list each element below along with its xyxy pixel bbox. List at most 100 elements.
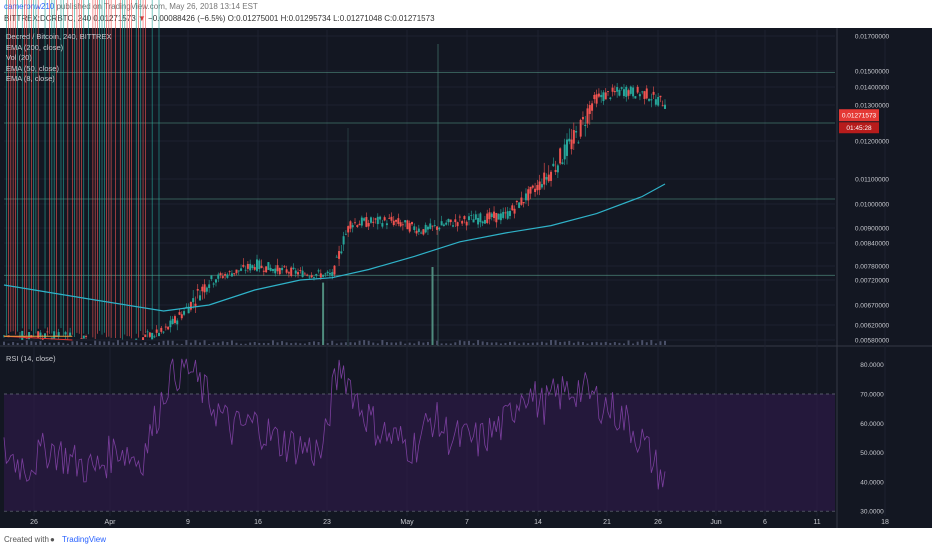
volume-bar [244, 343, 247, 345]
candle-body [645, 88, 648, 99]
candle-body [625, 86, 628, 97]
legend-item-vol[interactable]: Vol (20) [6, 53, 32, 62]
volume-bar [258, 342, 261, 345]
candle-body [445, 222, 448, 225]
candle-body [41, 338, 44, 340]
candle-body [169, 320, 172, 328]
volume-bar [349, 342, 352, 345]
candle-body [308, 276, 311, 278]
legend-item-ema50[interactable]: EMA (50, close) [6, 63, 59, 73]
candle-body [540, 184, 543, 188]
volume-bar [568, 340, 571, 345]
volume-bar [390, 342, 393, 345]
date-tick-11: 6 [763, 519, 767, 526]
candle-body [401, 224, 404, 226]
candle-body [604, 92, 607, 100]
candle-body [251, 265, 254, 269]
candle-body [383, 217, 386, 221]
legend-item-ema200[interactable]: EMA (200, close) [6, 42, 64, 52]
volume-bar [659, 341, 662, 345]
volume-bar [340, 342, 343, 345]
chart-header: cameronw210 published on TradingView.com… [0, 0, 932, 28]
volume-bar [80, 342, 83, 345]
ema-line-0 [3, 183, 666, 312]
candle-body [25, 337, 28, 339]
candle-body [643, 91, 646, 99]
price-tick-3: 0.01300000 [855, 103, 890, 110]
volume-bar [354, 342, 357, 345]
candle-body [212, 283, 215, 285]
candle-body [249, 263, 252, 271]
volume-bar [595, 341, 598, 345]
date-tick-3: 16 [254, 519, 262, 526]
candle-body [228, 271, 231, 273]
candle-body [479, 213, 482, 223]
candle-body [654, 99, 657, 105]
candle-body [410, 222, 413, 225]
candle-body [276, 265, 279, 272]
candle-body [618, 89, 621, 96]
candle-body [584, 124, 587, 126]
candle-body [522, 202, 525, 204]
price-tick-13: 0.00580000 [855, 338, 890, 345]
candle-body [622, 89, 625, 96]
rsi-tick-3: 50.0000 [860, 450, 884, 457]
rsi-tick-1: 70.0000 [860, 391, 884, 398]
volume-bar [518, 343, 521, 345]
volume-bar [235, 342, 238, 345]
candle-body [342, 236, 345, 245]
candle-body [531, 185, 534, 188]
candle-body [556, 165, 559, 173]
candle-body [28, 332, 31, 340]
volume-bar [495, 342, 498, 345]
candle-body [602, 92, 605, 102]
candle-body [600, 94, 603, 98]
volume-bar [632, 343, 635, 345]
volume-bar [157, 342, 160, 345]
candle-body [372, 221, 375, 223]
candle-body [344, 233, 347, 235]
candle-body [146, 331, 149, 333]
candle-body [607, 91, 610, 92]
volume-bar [467, 340, 470, 345]
down-arrow-icon: ▼ [137, 14, 146, 23]
current-price-value: 0.01271573 [842, 113, 877, 120]
volume-bar [472, 343, 475, 345]
candle-body [210, 275, 213, 280]
volume-bar [185, 340, 188, 345]
volume-bar [12, 342, 15, 345]
candle-body [456, 222, 459, 227]
tradingview-brand[interactable]: TradingView [62, 535, 107, 544]
price-tick-11: 0.00670000 [855, 303, 890, 310]
volume-bar [180, 343, 183, 345]
volume-bar [372, 342, 375, 345]
candle-body [609, 97, 612, 99]
candle-body [171, 318, 174, 325]
candle-body [194, 303, 197, 307]
candle-body [290, 267, 293, 276]
volume-bar [477, 340, 480, 345]
volume-bar [176, 343, 179, 345]
volume-bar [199, 342, 202, 345]
candle-body [502, 211, 505, 218]
volume-bar [171, 340, 174, 345]
candle-body [265, 266, 268, 273]
candle-body [283, 266, 286, 268]
rsi-legend[interactable]: RSI (14, close) [6, 354, 56, 363]
volume-bar [262, 342, 265, 345]
candle-body [490, 213, 493, 218]
volume-bar [71, 341, 74, 345]
candle-body [385, 223, 388, 226]
candle-body [426, 226, 429, 230]
candle-body [575, 131, 578, 133]
candle-body [319, 273, 322, 278]
candle-body [356, 225, 359, 227]
candle-body [260, 265, 263, 268]
volume-bar [121, 342, 124, 345]
legend-item-ema8[interactable]: EMA (8, close) [6, 74, 55, 83]
volume-bar [413, 343, 416, 345]
chart-svg[interactable]: 0.01700000 0.01500000 0.01400000 0.01300000… [0, 0, 932, 528]
volume-spike-1 [431, 267, 434, 345]
volume-bar [130, 342, 133, 345]
volume-bar [358, 340, 361, 345]
